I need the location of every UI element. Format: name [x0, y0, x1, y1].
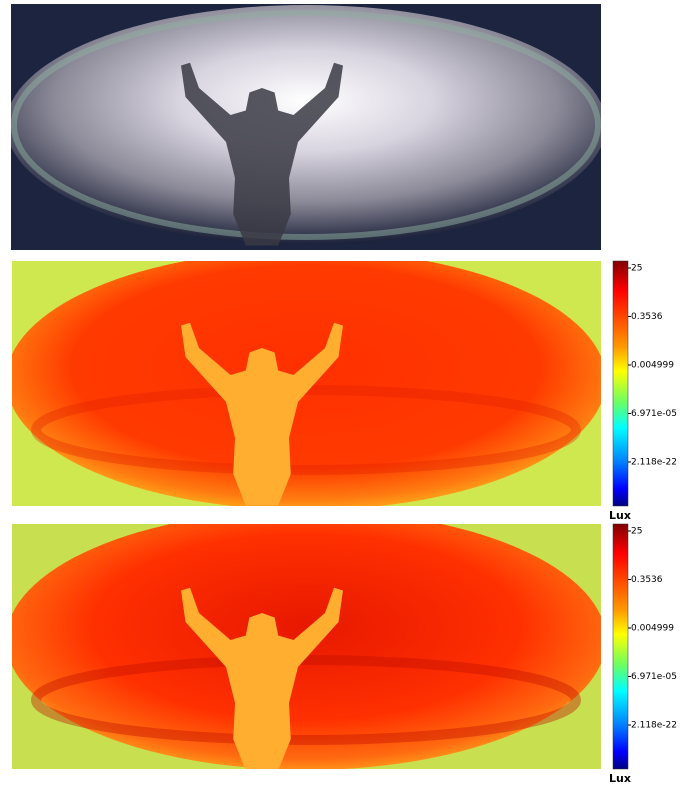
colorbar: [613, 524, 628, 769]
luminance-map: [6, 250, 606, 510]
colorbar-unit: Lux: [609, 509, 631, 522]
colorbar-label: 25: [631, 527, 642, 537]
colorbar-label: 25: [631, 264, 642, 274]
photo: [6, 4, 606, 250]
colorbar-label: 2.118e-22: [631, 458, 677, 468]
colorbar-label: 6.971e-05: [631, 672, 677, 682]
colorbar-label: 0.3536: [631, 312, 663, 322]
colorbar-label: 0.3536: [631, 575, 663, 585]
colorbar-label: 0.004999: [631, 361, 674, 371]
colorbar-unit: Lux: [609, 772, 631, 785]
colorbar-label: 6.971e-05: [631, 409, 677, 419]
colorbar-label: 2.118e-22: [631, 721, 677, 731]
colorbar-label: 0.004999: [631, 624, 674, 634]
figure: 250.35360.0049996.971e-052.118e-22Lux250…: [0, 0, 689, 785]
colorbar: [613, 261, 628, 506]
luminance-map: [6, 510, 606, 771]
